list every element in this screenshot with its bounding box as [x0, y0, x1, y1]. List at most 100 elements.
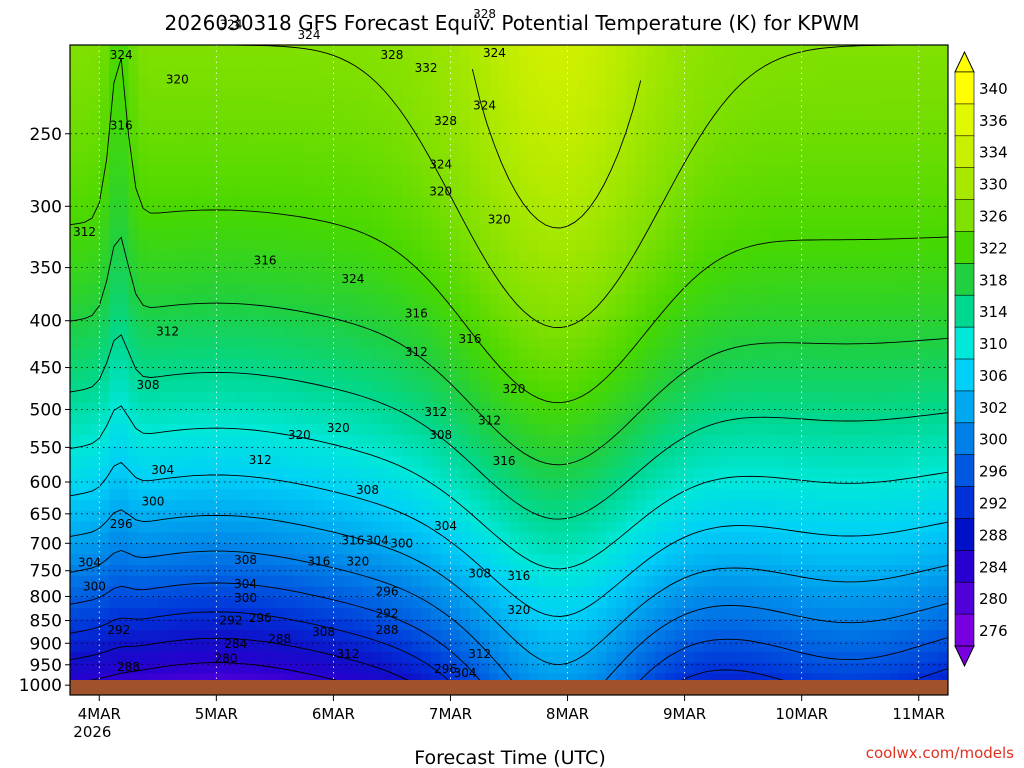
field-cell	[762, 175, 773, 187]
field-cell	[557, 445, 569, 458]
field-cell	[860, 402, 871, 414]
field-cell	[196, 597, 208, 609]
field-cell	[694, 77, 705, 89]
field-cell	[694, 45, 705, 57]
field-cell	[587, 229, 598, 241]
field-cell	[840, 250, 852, 263]
field-cell	[450, 337, 461, 349]
field-cell	[801, 510, 813, 523]
field-cell	[567, 597, 578, 609]
field-cell	[606, 88, 617, 100]
field-cell	[518, 185, 530, 198]
field-cell	[245, 229, 256, 241]
field-cell	[830, 120, 842, 133]
field-cell	[79, 565, 91, 577]
field-cell	[411, 305, 422, 317]
field-cell	[431, 196, 442, 209]
field-cell	[382, 586, 393, 599]
field-cell	[89, 630, 100, 642]
field-cell	[470, 153, 481, 165]
field-cell	[655, 565, 666, 577]
field-cell	[674, 359, 686, 371]
field-cell	[401, 175, 413, 187]
field-cell	[704, 142, 715, 154]
field-cell	[791, 619, 803, 631]
field-cell	[245, 66, 256, 79]
field-cell	[89, 359, 100, 371]
field-cell	[216, 77, 227, 89]
field-cell	[470, 55, 481, 68]
field-cell	[479, 575, 491, 588]
field-cell	[284, 489, 295, 501]
field-cell	[762, 586, 773, 599]
field-cell	[99, 229, 110, 241]
field-cell	[577, 45, 588, 57]
field-cell	[431, 240, 442, 252]
field-cell	[606, 619, 617, 631]
field-cell	[99, 413, 110, 425]
field-cell	[509, 402, 520, 414]
field-cell	[118, 619, 130, 631]
field-cell	[704, 153, 715, 165]
field-cell	[743, 456, 754, 469]
field-cell	[870, 500, 881, 512]
field-cell	[99, 337, 110, 349]
field-cell	[811, 478, 822, 490]
field-cell	[245, 240, 256, 252]
field-cell	[674, 630, 686, 642]
field-cell	[548, 110, 559, 122]
field-cell	[782, 294, 793, 306]
field-cell	[333, 554, 344, 566]
field-cell	[733, 110, 744, 122]
field-cell	[674, 185, 686, 198]
field-cell	[674, 424, 686, 436]
field-cell	[382, 66, 393, 79]
field-cell	[411, 532, 422, 544]
field-cell	[840, 532, 852, 544]
field-cell	[791, 630, 803, 642]
field-cell	[489, 543, 500, 555]
field-cell	[743, 175, 754, 187]
field-cell	[313, 294, 325, 306]
field-cell	[694, 456, 705, 469]
field-cell	[352, 240, 364, 252]
field-cell	[255, 424, 266, 436]
field-cell	[148, 489, 159, 501]
field-cell	[733, 240, 744, 252]
field-cell	[840, 500, 852, 512]
field-cell	[860, 99, 871, 111]
field-cell	[606, 240, 617, 252]
field-cell	[479, 370, 491, 382]
field-cell	[704, 120, 715, 133]
field-cell	[391, 402, 403, 414]
field-cell	[655, 348, 666, 360]
field-cell	[411, 99, 422, 111]
field-cell	[626, 575, 637, 588]
field-cell	[255, 66, 266, 79]
field-cell	[157, 294, 169, 306]
field-cell	[733, 586, 744, 599]
field-cell	[811, 565, 822, 577]
field-cell	[528, 88, 539, 100]
field-cell	[226, 554, 237, 566]
field-cell	[304, 445, 315, 458]
field-cell	[557, 66, 569, 79]
field-cell	[509, 164, 520, 176]
field-cell	[577, 619, 588, 631]
field-cell	[89, 196, 100, 209]
field-cell	[274, 131, 286, 144]
field-cell	[157, 175, 169, 187]
field-cell	[265, 240, 276, 252]
field-cell	[177, 489, 188, 501]
field-cell	[713, 153, 725, 165]
field-cell	[333, 348, 344, 360]
field-cell	[206, 45, 217, 57]
field-cell	[157, 66, 169, 79]
field-cell	[372, 586, 383, 599]
field-cell	[187, 196, 198, 209]
field-cell	[148, 500, 159, 512]
field-cell	[596, 294, 608, 306]
field-cell	[762, 294, 773, 306]
field-cell	[333, 391, 344, 404]
field-cell	[606, 359, 617, 371]
